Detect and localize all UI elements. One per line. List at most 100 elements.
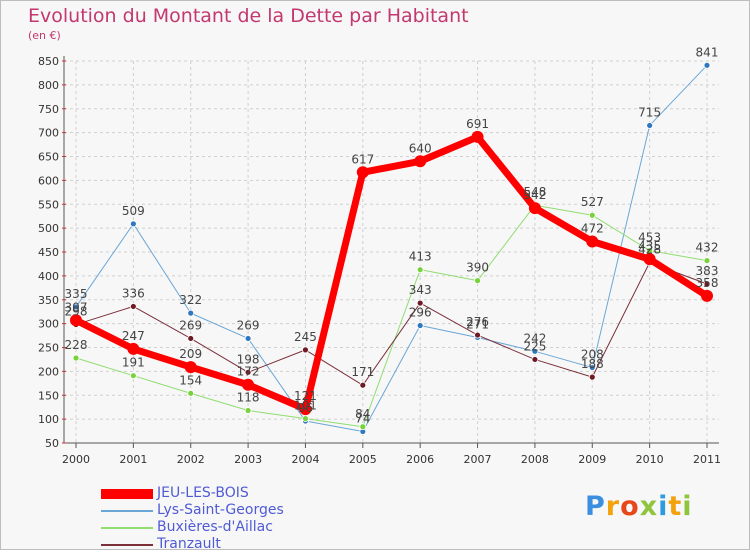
y-tick-label: 350 — [38, 294, 59, 307]
brand-letter: o — [620, 491, 640, 522]
series-line-3 — [75, 262, 708, 386]
legend-label: Lys-Saint-Georges — [157, 502, 284, 518]
data-point — [302, 415, 309, 423]
y-tick-label: 150 — [38, 389, 59, 402]
data-label: 715 — [638, 105, 661, 119]
data-label: 101 — [294, 399, 317, 413]
data-label: 84 — [355, 407, 370, 421]
y-tick-label: 550 — [38, 198, 59, 211]
data-point — [129, 220, 137, 228]
y-tick-label: 450 — [38, 246, 59, 259]
data-point — [474, 277, 481, 285]
legend-swatch — [101, 485, 153, 502]
data-label: 269 — [179, 318, 202, 332]
data-point — [187, 309, 195, 317]
data-point — [531, 356, 539, 363]
data-point — [471, 130, 484, 143]
x-tick-label: 2008 — [521, 453, 549, 466]
data-label: 343 — [409, 283, 432, 297]
data-label: 841 — [696, 45, 719, 59]
series-line-0 — [72, 133, 711, 413]
data-label: 335 — [65, 287, 88, 301]
x-tick-label: 2010 — [636, 453, 664, 466]
data-label: 617 — [351, 152, 374, 166]
data-point — [703, 61, 711, 69]
data-point — [187, 389, 195, 397]
data-label: 191 — [122, 356, 145, 370]
y-tick-label: 850 — [38, 55, 59, 68]
data-point — [703, 280, 711, 288]
y-tick-label: 700 — [38, 127, 59, 140]
legend-label: Tranzault — [157, 536, 221, 552]
data-label: 242 — [523, 331, 546, 345]
legend-swatch — [101, 536, 153, 553]
data-point — [703, 257, 711, 264]
y-tick-label: 400 — [38, 270, 59, 283]
data-label: 298 — [65, 305, 88, 319]
y-tick-label: 100 — [38, 413, 59, 426]
data-label: 413 — [409, 250, 432, 264]
data-point — [299, 403, 312, 416]
brand-letter: i — [682, 491, 693, 522]
data-point — [70, 314, 82, 327]
data-point — [129, 303, 137, 310]
x-tick-label: 2011 — [693, 453, 721, 466]
data-point — [588, 373, 596, 381]
data-label: 154 — [179, 373, 202, 387]
data-label: 228 — [65, 338, 88, 352]
data-label: 336 — [122, 286, 145, 300]
y-tick-label: 200 — [38, 365, 59, 378]
x-tick-label: 2004 — [291, 453, 319, 466]
data-label: 390 — [466, 261, 489, 275]
data-label: 322 — [179, 293, 202, 307]
y-tick-label: 50 — [45, 437, 59, 450]
data-label: 121 — [294, 389, 317, 403]
data-label: 269 — [237, 318, 260, 332]
brand-letter: i — [658, 491, 669, 522]
data-label: 225 — [523, 339, 546, 353]
x-tick-label: 2009 — [578, 453, 606, 466]
data-point — [244, 368, 252, 376]
y-tick-label: 600 — [38, 174, 59, 187]
data-label: 472 — [581, 221, 604, 235]
data-point — [416, 266, 424, 274]
series-line-1 — [75, 64, 708, 433]
data-point — [588, 364, 596, 371]
data-label: 172 — [237, 365, 260, 379]
data-point — [474, 331, 481, 339]
data-label: 188 — [581, 357, 604, 371]
data-label: 118 — [237, 391, 260, 405]
x-tick-label: 2005 — [349, 453, 377, 466]
brand-logo: Proxiti — [585, 491, 693, 522]
data-label: 245 — [294, 330, 317, 344]
data-label: 307 — [65, 300, 88, 314]
data-label: 640 — [409, 141, 432, 155]
data-label: 435 — [638, 239, 661, 253]
data-label: 198 — [237, 352, 260, 366]
data-label: 509 — [122, 204, 145, 218]
chart-unit: (en €) — [28, 29, 61, 42]
y-tick-label: 300 — [38, 318, 59, 331]
y-tick-label: 650 — [38, 151, 59, 164]
y-tick-label: 250 — [38, 342, 59, 355]
data-point — [416, 322, 424, 329]
data-label: 96 — [298, 401, 313, 415]
data-point — [359, 381, 367, 389]
data-point — [242, 378, 255, 391]
data-label: 432 — [696, 241, 719, 255]
x-tick-label: 2007 — [464, 453, 492, 466]
data-label: 691 — [466, 117, 489, 131]
brand-letter: P — [585, 491, 606, 522]
brand-letter: t — [668, 491, 683, 522]
x-tick-label: 2001 — [119, 453, 147, 466]
data-point — [359, 423, 367, 431]
brand-letter: r — [605, 491, 621, 522]
data-label: 208 — [581, 348, 604, 362]
data-label: 527 — [581, 195, 604, 209]
data-point — [701, 289, 713, 302]
data-point — [72, 354, 80, 362]
data-point — [184, 361, 197, 374]
data-point — [127, 342, 140, 355]
